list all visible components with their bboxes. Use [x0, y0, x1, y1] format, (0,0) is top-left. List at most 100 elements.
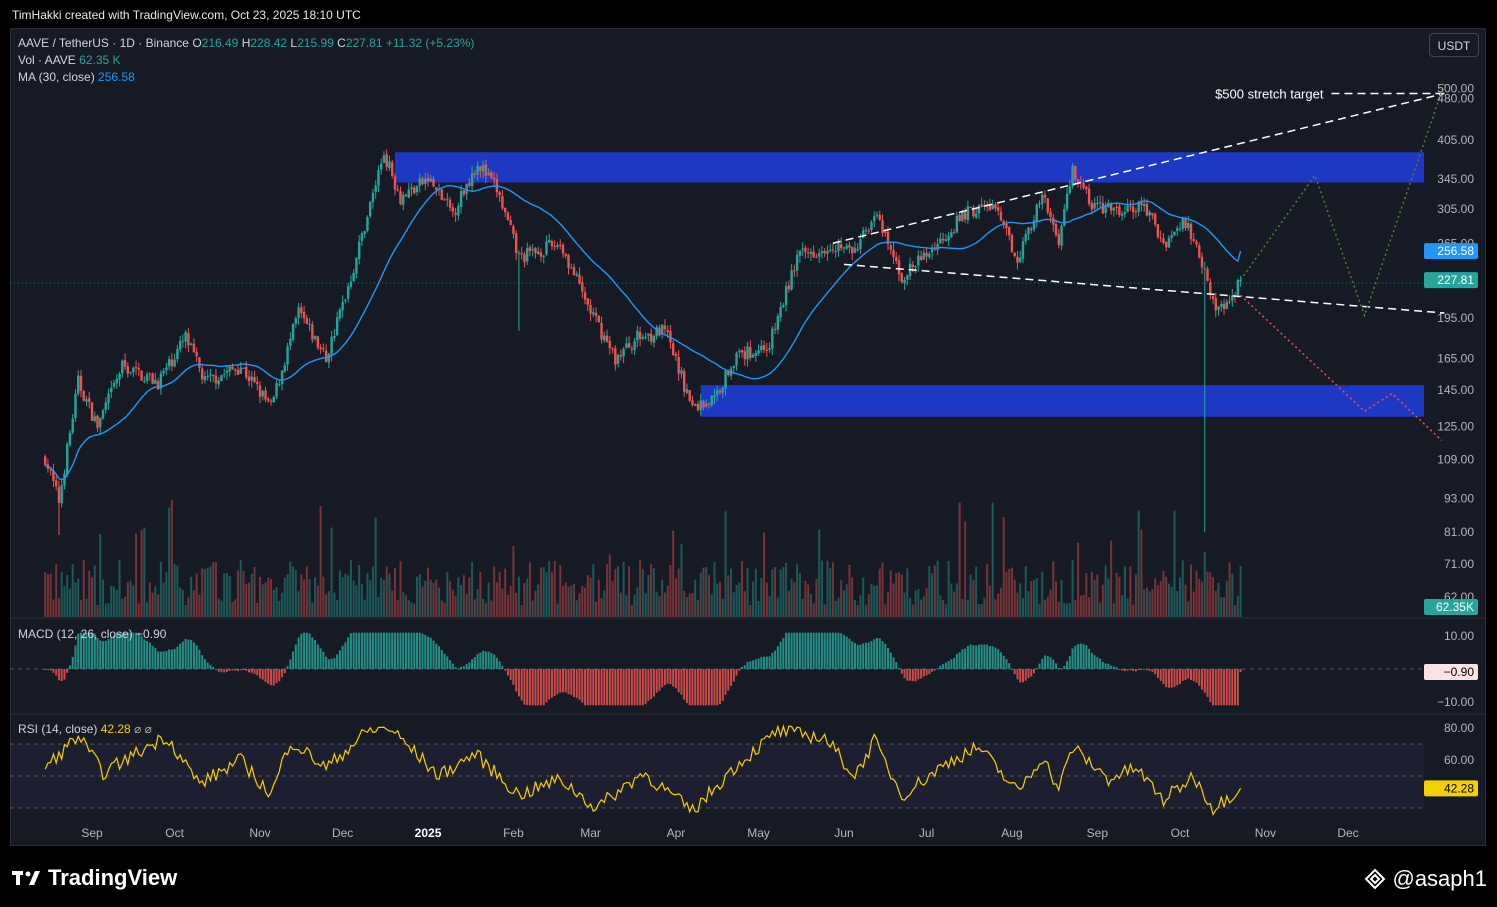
- macd-bar: [884, 643, 887, 669]
- volume-bar: [559, 565, 562, 617]
- candle-body: [900, 273, 903, 283]
- price-labels-layer: 256.58 227.81 62.35K −0.90 42.28: [1424, 243, 1478, 797]
- macd-bar: [203, 659, 206, 669]
- macd-bar: [91, 632, 93, 669]
- macd-bar: [344, 642, 347, 669]
- macd-bar: [151, 645, 154, 669]
- candle-body: [140, 370, 143, 381]
- macd-bar: [1187, 669, 1190, 679]
- candle-body: [718, 390, 722, 393]
- macd-bar: [1143, 668, 1146, 670]
- macd-bar: [366, 632, 369, 669]
- volume-bar: [1178, 577, 1181, 617]
- macd-bar: [856, 644, 859, 669]
- volume-bar: [214, 561, 217, 617]
- candle-body: [1231, 295, 1234, 301]
- volume-bar: [652, 568, 655, 617]
- macd-bar: [113, 635, 116, 669]
- candle-body: [627, 342, 631, 348]
- volume-bar: [1132, 604, 1135, 617]
- candle-body: [121, 360, 124, 374]
- candle-body: [592, 312, 595, 315]
- macd-bar: [1209, 669, 1212, 703]
- macd-bar: [382, 632, 385, 669]
- macd-bar: [768, 656, 771, 669]
- candle-body: [963, 212, 967, 220]
- volume-bar: [801, 599, 804, 617]
- volume-bar: [564, 582, 567, 617]
- volume-bar: [1010, 567, 1013, 617]
- candle-body: [575, 274, 578, 276]
- candle-body: [1140, 200, 1143, 206]
- candle-body: [322, 348, 325, 350]
- volume-bar: [647, 575, 650, 617]
- candle-body: [352, 272, 355, 282]
- volume-bar: [49, 573, 52, 617]
- price-tick-label: 195.00: [1437, 311, 1474, 325]
- volume-bar: [1167, 583, 1170, 617]
- macd-bar: [900, 669, 903, 674]
- candle-body: [137, 368, 141, 370]
- macd-bar: [424, 634, 427, 669]
- macd-bar: [1002, 655, 1005, 669]
- macd-bar: [476, 653, 479, 669]
- candle-body: [382, 155, 386, 163]
- macd-bar: [449, 660, 452, 669]
- volume-bar: [1033, 579, 1035, 617]
- volume-bar: [765, 582, 768, 617]
- volume-bar: [1118, 576, 1121, 617]
- rsi-label[interactable]: RSI (14, close): [18, 722, 98, 736]
- volume-bar: [1192, 591, 1195, 617]
- macd-bar: [225, 669, 228, 672]
- macd-bar: [625, 669, 628, 706]
- macd-bar: [1151, 669, 1154, 672]
- macd-bar: [336, 654, 339, 669]
- currency-button[interactable]: USDT: [1429, 33, 1479, 57]
- macd-bar: [465, 663, 468, 669]
- ma-label[interactable]: MA (30, close): [18, 70, 95, 84]
- volume-bar: [195, 573, 198, 617]
- tradingview-logo-icon: [12, 871, 40, 885]
- volume-bar: [592, 564, 595, 617]
- volume-bar: [517, 576, 520, 617]
- candle-body: [559, 245, 562, 247]
- volume-bar: [283, 577, 286, 617]
- macd-bar: [405, 632, 407, 669]
- candle-body: [853, 247, 857, 253]
- volume-bar: [895, 573, 898, 617]
- macd-bar: [1085, 645, 1088, 669]
- macd-label[interactable]: MACD (12, 26, close): [18, 627, 133, 641]
- candles-layer: [43, 149, 1242, 536]
- volume-bar: [1013, 579, 1016, 617]
- macd-bar: [818, 632, 821, 669]
- candle-body: [801, 248, 804, 250]
- candle-body: [1184, 218, 1187, 229]
- candle-body: [644, 336, 647, 339]
- volume-bar: [168, 507, 171, 617]
- macd-bar: [922, 669, 925, 677]
- macd-bar: [1046, 655, 1049, 669]
- volume-label[interactable]: Vol · AAVE: [18, 53, 76, 67]
- candle-body: [272, 396, 275, 403]
- candle-body: [506, 212, 510, 221]
- volume-bar: [1052, 561, 1055, 617]
- macd-bar: [57, 669, 60, 681]
- candle-body: [677, 357, 680, 374]
- macd-bar: [829, 632, 832, 669]
- macd-bar: [319, 648, 322, 669]
- volume-bar: [928, 565, 931, 617]
- macd-bar: [848, 638, 851, 669]
- volume-bar: [1223, 596, 1226, 617]
- volume-bar: [363, 599, 366, 617]
- volume-bar: [479, 572, 482, 617]
- macd-bar: [834, 632, 837, 669]
- volume-bar: [239, 560, 242, 617]
- macd-bar: [716, 669, 719, 706]
- candle-body: [517, 252, 521, 254]
- volume-bar: [1063, 602, 1066, 617]
- tradingview-logo[interactable]: TradingView: [12, 865, 177, 891]
- symbol-label[interactable]: AAVE / TetherUS · 1D · Binance: [18, 36, 189, 50]
- change-value: +11.32 (+5.23%): [385, 36, 475, 50]
- volume-bar: [848, 564, 851, 617]
- volume-bar: [922, 596, 925, 617]
